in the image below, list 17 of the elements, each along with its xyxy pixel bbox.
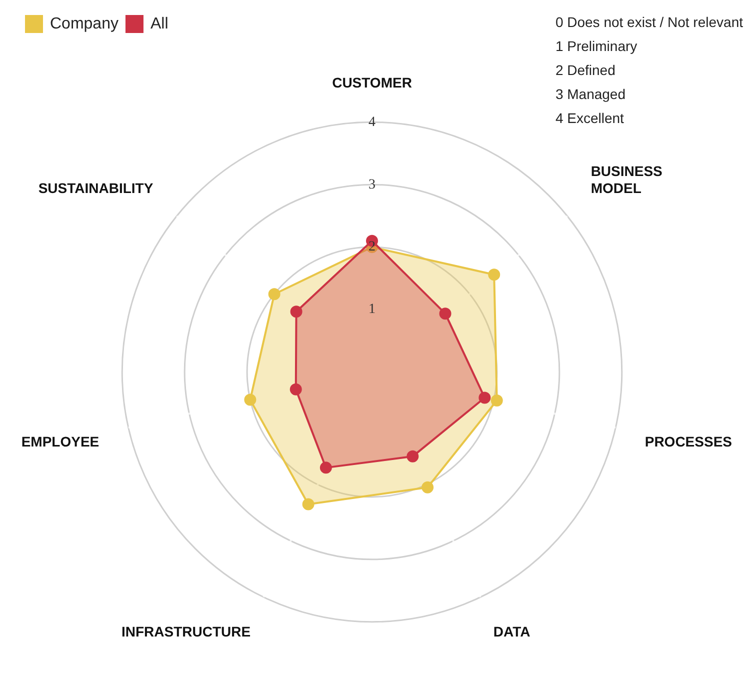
legend-label: Company — [50, 15, 118, 32]
y-tick-label: 1 — [368, 302, 376, 318]
text: 2 Defined — [555, 61, 616, 80]
text: 0 Does not exist / Not relevant — [555, 13, 743, 32]
spoke-label: CUSTOMER — [332, 74, 412, 91]
spoke-label: INFRASTRUCTURE — [121, 623, 251, 640]
spoke-label: EMPLOYEE — [21, 434, 100, 450]
text: 3 Managed — [555, 85, 627, 104]
text: 4 Excellent — [555, 109, 625, 128]
y-tick-label: 4 — [368, 114, 376, 130]
spoke-label: BUSINESS MODEL — [590, 163, 662, 196]
spoke-label: DATA — [493, 623, 530, 640]
spoke-label: SUSTAINABILITY — [38, 180, 154, 196]
text: 1 Preliminary — [555, 37, 638, 56]
y-tick-label: 3 — [368, 177, 376, 192]
spoke-label: PROCESSES — [644, 434, 732, 450]
legend-label: All — [150, 15, 168, 32]
